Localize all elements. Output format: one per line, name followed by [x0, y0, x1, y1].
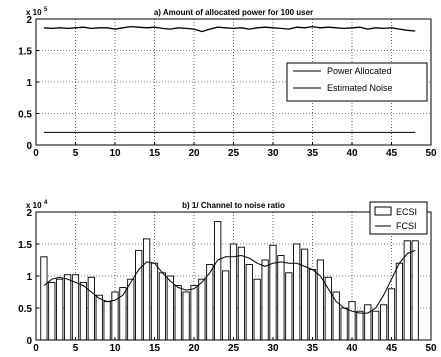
bar-ecsi [104, 302, 110, 340]
x-tick-label: 30 [267, 148, 279, 159]
x-tick-label: 40 [346, 148, 358, 159]
bar-ecsi [309, 270, 315, 340]
y-multiplier: x 10 [26, 201, 42, 210]
chart-title: b) 1/ Channel to noise ratio [182, 201, 285, 210]
bar-ecsi [199, 279, 205, 340]
bar-ecsi [341, 308, 347, 340]
x-tick-label: 35 [307, 343, 319, 354]
bar-ecsi [373, 311, 379, 340]
chart-title: a) Amount of allocated power for 100 use… [154, 8, 313, 17]
x-tick-label: 10 [109, 148, 121, 159]
x-tick-label: 30 [267, 343, 279, 354]
legend-label: FCSI [396, 221, 417, 231]
bar-ecsi [349, 302, 355, 340]
legend-label: ECSI [396, 207, 417, 217]
bar-ecsi [143, 239, 149, 340]
bar-ecsi [294, 244, 300, 340]
legend-label: Power Allocated [327, 66, 392, 76]
bar-ecsi [96, 295, 102, 340]
bar-ecsi [167, 276, 173, 340]
bar-ecsi [57, 279, 63, 340]
bar-ecsi [357, 311, 363, 340]
bar-ecsi [191, 286, 197, 340]
bar-ecsi [159, 273, 165, 340]
y-tick-label: 0.5 [18, 110, 32, 121]
x-tick-label: 5 [73, 148, 79, 159]
y-multiplier-exponent: 5 [44, 7, 48, 13]
y-tick-label: 0.5 [18, 304, 32, 315]
x-tick-label: 20 [188, 148, 200, 159]
x-tick-label: 25 [228, 343, 240, 354]
y-tick-label: 1.5 [18, 240, 32, 251]
legend-label: Estimated Noise [327, 83, 393, 93]
x-tick-label: 10 [109, 343, 121, 354]
bar-ecsi [183, 292, 189, 340]
bar-ecsi [175, 286, 181, 340]
x-tick-label: 0 [33, 148, 39, 159]
y-tick-label: 1.5 [18, 47, 32, 58]
bar-ecsi [128, 279, 134, 340]
x-tick-label: 15 [149, 343, 161, 354]
bar-ecsi [238, 247, 244, 340]
bar-ecsi [396, 263, 402, 340]
x-tick-label: 45 [386, 343, 398, 354]
bar-ecsi [215, 222, 221, 340]
bar-ecsi [325, 277, 331, 340]
bar-ecsi [388, 289, 394, 340]
x-tick-label: 50 [425, 148, 437, 159]
y-tick-label: 0 [26, 141, 32, 152]
bar-ecsi [151, 263, 157, 340]
bar-ecsi [72, 275, 78, 340]
x-tick-label: 50 [425, 343, 437, 354]
x-tick-label: 0 [33, 343, 39, 354]
bar-ecsi [286, 273, 292, 340]
bar-ecsi [88, 277, 94, 340]
legend-swatch-bar [375, 207, 391, 215]
x-tick-label: 20 [188, 343, 200, 354]
x-tick-label: 25 [228, 148, 240, 159]
bar-ecsi [270, 245, 276, 340]
x-tick-label: 45 [386, 148, 398, 159]
y-multiplier: x 10 [26, 8, 42, 17]
bar-ecsi [380, 305, 386, 340]
x-tick-label: 35 [307, 148, 319, 159]
x-tick-label: 5 [73, 343, 79, 354]
bar-ecsi [301, 249, 307, 340]
bar-ecsi [246, 264, 252, 340]
bar-ecsi [41, 257, 47, 340]
y-tick-label: 1 [26, 272, 32, 283]
legend-a: Power Allocated Estimated Noise [287, 63, 427, 101]
y-tick-label: 1 [26, 78, 32, 89]
bar-ecsi [254, 279, 260, 340]
bar-ecsi [262, 260, 268, 340]
legend-b: ECSI FCSI [370, 202, 427, 234]
bar-ecsi [317, 260, 323, 340]
bar-ecsi [49, 282, 55, 340]
bar-ecsi [222, 271, 228, 340]
bar-ecsi [80, 282, 86, 340]
bar-ecsi [136, 250, 142, 340]
bar-ecsi [333, 292, 339, 340]
bar-ecsi [64, 275, 70, 340]
y-tick-label: 0 [26, 336, 32, 347]
y-multiplier-exponent: 4 [44, 200, 48, 206]
x-tick-label: 15 [149, 148, 161, 159]
x-tick-label: 40 [346, 343, 358, 354]
bar-ecsi [365, 305, 371, 340]
bar-ecsi [278, 256, 284, 340]
bar-ecsi [230, 244, 236, 340]
bar-ecsi [412, 241, 418, 340]
